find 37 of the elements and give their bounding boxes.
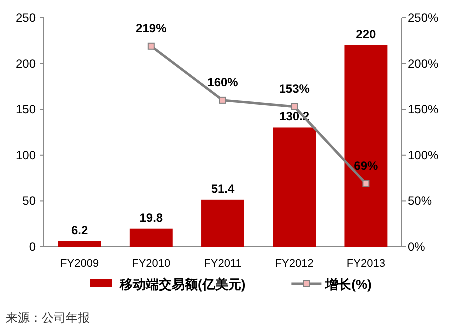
bar bbox=[273, 128, 316, 247]
y2-tick-label: 250% bbox=[408, 11, 440, 25]
data-label: 51.4 bbox=[211, 182, 235, 196]
y-tick-label: 0 bbox=[29, 240, 36, 254]
bar bbox=[344, 45, 388, 247]
y-tick-label: 100 bbox=[16, 148, 36, 162]
y-tick-label: 50 bbox=[22, 194, 36, 208]
data-label: 6.2 bbox=[71, 223, 88, 238]
data-label: 153% bbox=[279, 82, 310, 96]
y2-tick-label: 100% bbox=[408, 148, 440, 162]
x-tick-label: FY2011 bbox=[204, 258, 242, 270]
bar bbox=[202, 200, 244, 247]
y2-tick-label: 150% bbox=[408, 102, 440, 117]
point bbox=[362, 180, 370, 188]
y2-tick-label: 200% bbox=[408, 56, 440, 71]
point bbox=[148, 42, 155, 50]
y-tick-label: 150 bbox=[16, 102, 36, 117]
x-tick-label: FY2012 bbox=[275, 258, 314, 270]
y2-tick-label: 0% bbox=[408, 240, 426, 254]
bar bbox=[130, 228, 173, 247]
legend-label: 移动端交易额(亿美元) bbox=[119, 277, 246, 292]
source-note: 来源：公司年报 bbox=[6, 311, 90, 325]
x-tick-label: FY2013 bbox=[346, 258, 386, 270]
x-tick-label: FY2009 bbox=[60, 258, 100, 270]
y-tick-label: 250 bbox=[16, 11, 36, 25]
y2-tick-label: 50% bbox=[408, 194, 432, 208]
data-label: 19.8 bbox=[140, 210, 164, 225]
legend-label: 增长(%) bbox=[324, 277, 372, 292]
data-label: 69% bbox=[354, 158, 379, 173]
point bbox=[220, 96, 226, 104]
x-tick-label: FY2010 bbox=[132, 258, 171, 270]
data-label: 220 bbox=[356, 27, 377, 42]
y-tick-label: 200 bbox=[16, 56, 36, 71]
bar bbox=[58, 241, 102, 247]
data-label: 160% bbox=[208, 75, 239, 90]
point bbox=[291, 103, 298, 110]
data-label: 219% bbox=[136, 21, 168, 36]
